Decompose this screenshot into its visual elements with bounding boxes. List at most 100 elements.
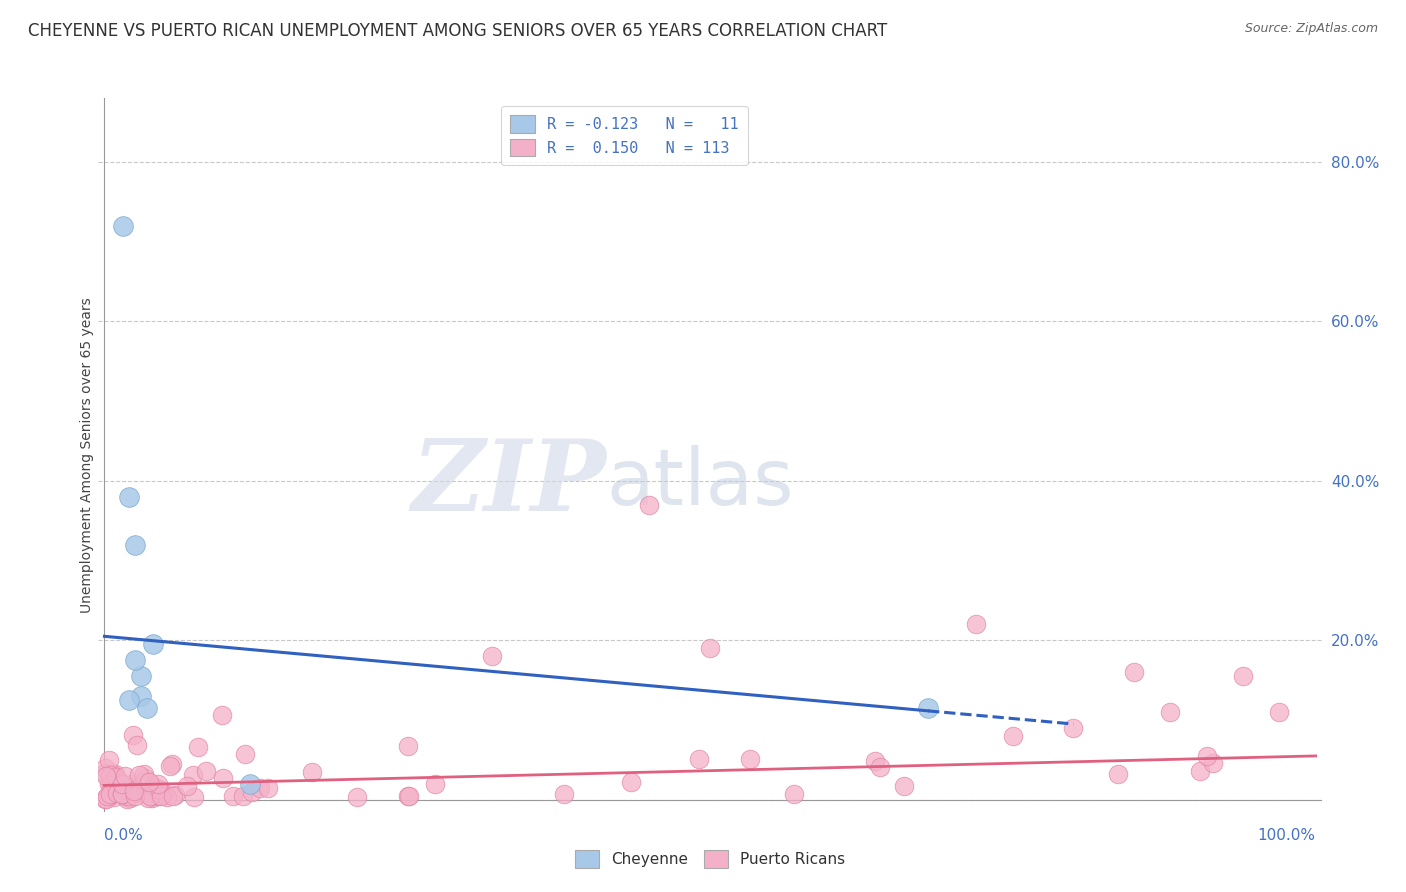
- Point: [104, 772, 127, 786]
- Point: [212, 771, 235, 785]
- Point: [398, 789, 420, 803]
- Point: [121, 728, 143, 742]
- Point: [117, 789, 139, 804]
- Point: [638, 498, 661, 512]
- Point: [917, 701, 939, 715]
- Point: [159, 759, 181, 773]
- Point: [96, 769, 118, 783]
- Point: [118, 791, 141, 805]
- Point: [150, 789, 173, 804]
- Point: [138, 775, 160, 789]
- Point: [108, 774, 131, 789]
- Point: [129, 689, 152, 703]
- Point: [1001, 729, 1024, 743]
- Point: [120, 777, 142, 791]
- Point: [869, 760, 891, 774]
- Text: 0.0%: 0.0%: [104, 828, 143, 843]
- Point: [146, 777, 169, 791]
- Point: [139, 777, 162, 791]
- Point: [156, 789, 179, 804]
- Point: [115, 789, 138, 804]
- Point: [221, 789, 243, 803]
- Point: [620, 774, 643, 789]
- Point: [122, 783, 145, 797]
- Point: [187, 740, 209, 755]
- Point: [1202, 756, 1225, 770]
- Point: [783, 787, 806, 801]
- Point: [148, 781, 170, 796]
- Point: [194, 764, 217, 779]
- Point: [149, 784, 172, 798]
- Point: [103, 789, 125, 804]
- Point: [118, 784, 141, 798]
- Point: [142, 637, 165, 651]
- Point: [183, 790, 205, 805]
- Text: CHEYENNE VS PUERTO RICAN UNEMPLOYMENT AMONG SENIORS OVER 65 YEARS CORRELATION CH: CHEYENNE VS PUERTO RICAN UNEMPLOYMENT AM…: [28, 22, 887, 40]
- Point: [94, 792, 117, 806]
- Point: [118, 693, 141, 707]
- Point: [128, 767, 150, 781]
- Point: [118, 788, 141, 802]
- Point: [165, 789, 187, 803]
- Point: [966, 617, 988, 632]
- Point: [176, 780, 198, 794]
- Point: [98, 789, 121, 803]
- Point: [1268, 705, 1291, 719]
- Point: [1189, 764, 1212, 779]
- Point: [481, 649, 503, 664]
- Point: [1159, 705, 1181, 719]
- Text: atlas: atlas: [606, 445, 793, 522]
- Point: [111, 787, 134, 801]
- Point: [1062, 721, 1084, 735]
- Point: [97, 753, 120, 767]
- Point: [93, 765, 115, 780]
- Point: [143, 780, 166, 795]
- Point: [120, 780, 142, 795]
- Point: [114, 789, 136, 803]
- Point: [141, 790, 163, 805]
- Point: [553, 787, 575, 801]
- Y-axis label: Unemployment Among Seniors over 65 years: Unemployment Among Seniors over 65 years: [80, 297, 94, 613]
- Point: [117, 784, 139, 798]
- Point: [105, 784, 128, 798]
- Point: [1232, 669, 1254, 683]
- Point: [114, 768, 136, 782]
- Point: [249, 781, 271, 796]
- Point: [134, 771, 156, 785]
- Text: 100.0%: 100.0%: [1257, 828, 1316, 843]
- Point: [97, 777, 120, 791]
- Point: [115, 792, 138, 806]
- Point: [107, 779, 129, 793]
- Point: [143, 781, 166, 796]
- Text: Source: ZipAtlas.com: Source: ZipAtlas.com: [1244, 22, 1378, 36]
- Point: [688, 752, 710, 766]
- Point: [1122, 665, 1144, 680]
- Point: [127, 786, 149, 800]
- Point: [100, 766, 122, 780]
- Legend: Cheyenne, Puerto Ricans: Cheyenne, Puerto Ricans: [567, 843, 853, 875]
- Point: [134, 774, 156, 789]
- Point: [94, 761, 117, 775]
- Point: [100, 777, 122, 791]
- Point: [396, 739, 419, 754]
- Point: [110, 777, 132, 791]
- Point: [104, 767, 127, 781]
- Point: [129, 669, 152, 683]
- Point: [135, 701, 157, 715]
- Point: [132, 773, 155, 788]
- Point: [346, 790, 368, 805]
- Point: [104, 770, 127, 784]
- Point: [239, 777, 262, 791]
- Point: [153, 786, 176, 800]
- Point: [233, 747, 256, 762]
- Point: [863, 754, 886, 768]
- Point: [138, 786, 160, 800]
- Point: [125, 738, 148, 752]
- Point: [117, 789, 139, 803]
- Point: [132, 766, 155, 780]
- Point: [301, 765, 323, 780]
- Point: [118, 490, 141, 504]
- Point: [256, 781, 278, 796]
- Point: [114, 789, 136, 803]
- Point: [211, 707, 233, 722]
